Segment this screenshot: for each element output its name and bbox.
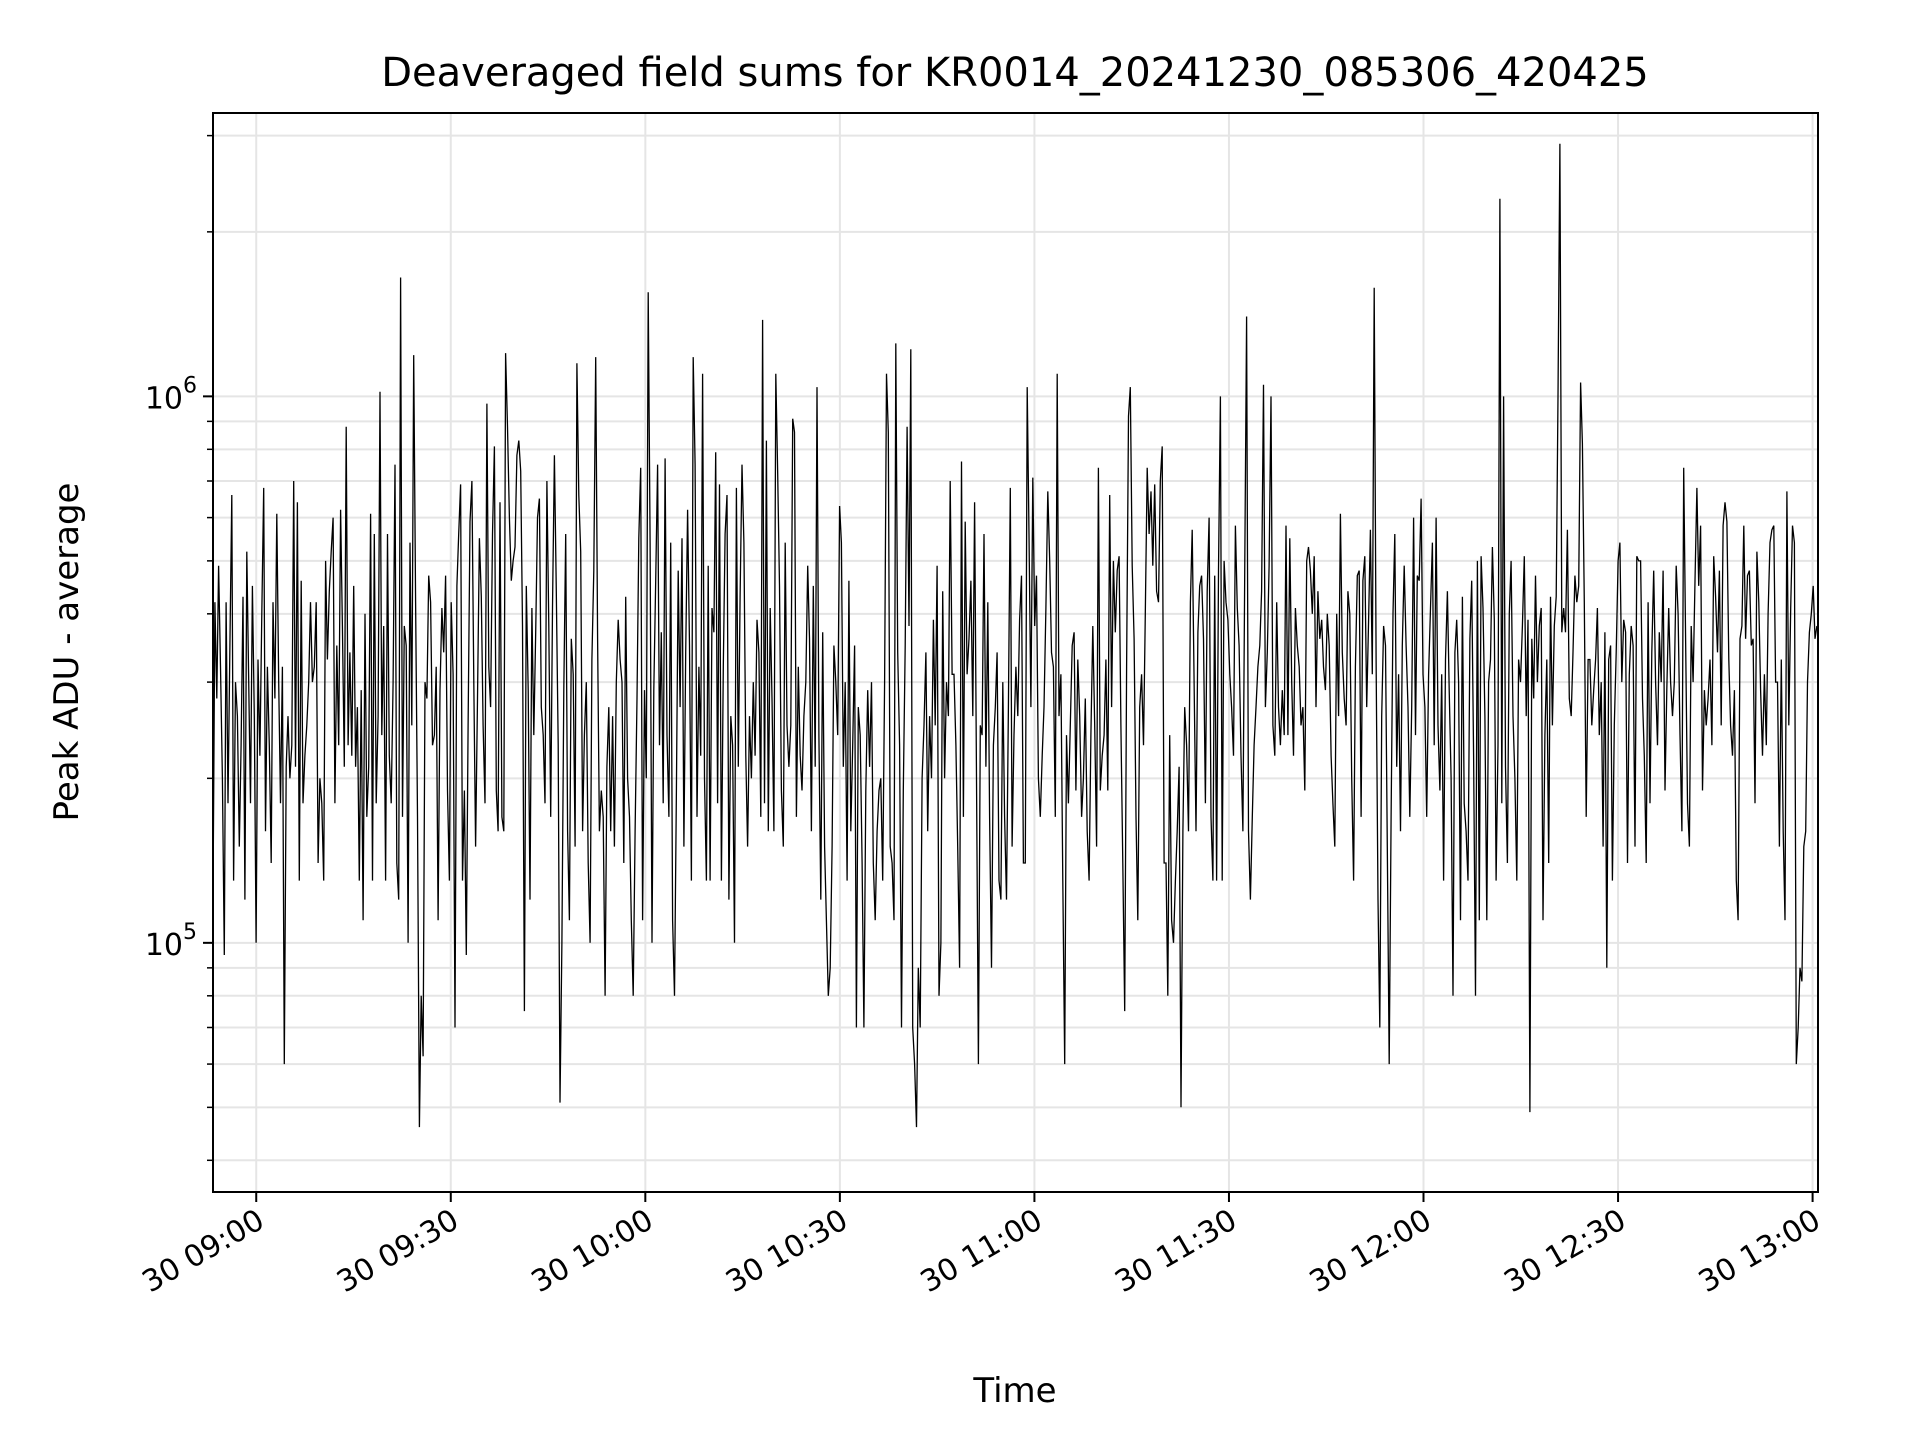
- data-series: [212, 143, 1818, 1128]
- x-axis-label: Time: [972, 1371, 1056, 1411]
- y-tick-label: 105: [145, 920, 197, 963]
- grid: [213, 113, 1818, 1192]
- chart-title: Deaveraged field sums for KR0014_2024123…: [381, 50, 1649, 96]
- y-tick-label: 106: [145, 373, 197, 416]
- plot-frame: [212, 112, 1819, 1193]
- series-line: [212, 143, 1818, 1128]
- y-axis-label: Peak ADU - average: [47, 483, 87, 822]
